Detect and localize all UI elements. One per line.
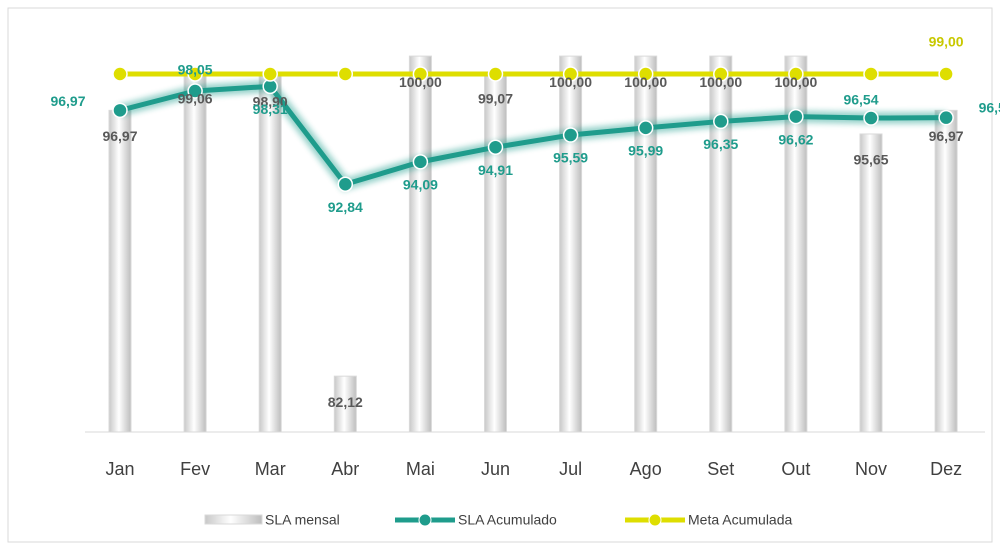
data-label: 98,90 bbox=[253, 93, 288, 109]
bar bbox=[408, 55, 432, 433]
data-label: 100,00 bbox=[774, 74, 817, 90]
marker bbox=[938, 66, 954, 82]
marker bbox=[713, 113, 729, 130]
legend-marker bbox=[418, 513, 432, 527]
data-label: 94,09 bbox=[403, 177, 438, 193]
marker bbox=[863, 66, 879, 82]
bar bbox=[559, 55, 583, 433]
marker bbox=[112, 66, 128, 82]
x-tick-label: Set bbox=[707, 459, 734, 479]
x-tick-label: Jan bbox=[105, 459, 134, 479]
x-tick-label: Jul bbox=[559, 459, 582, 479]
legend-marker bbox=[648, 513, 662, 527]
x-tick-label: Mar bbox=[255, 459, 286, 479]
marker bbox=[788, 66, 804, 82]
marker bbox=[262, 66, 278, 82]
data-label: 100,00 bbox=[624, 74, 667, 90]
bar bbox=[709, 55, 733, 433]
data-label: 99,00 bbox=[929, 34, 964, 50]
legend-label: SLA mensal bbox=[265, 512, 340, 528]
x-tick-label: Fev bbox=[180, 459, 210, 479]
data-label: 95,59 bbox=[553, 150, 588, 166]
data-label: 96,97 bbox=[929, 128, 964, 144]
x-tick-label: Jun bbox=[481, 459, 510, 479]
marker bbox=[337, 66, 354, 82]
data-label: 99,06 bbox=[178, 91, 213, 107]
legend-item: SLA Acumulado bbox=[395, 512, 557, 528]
x-tick-label: Out bbox=[781, 459, 810, 479]
data-label: 96,62 bbox=[778, 131, 813, 147]
x-tick-label: Ago bbox=[630, 459, 662, 479]
line bbox=[119, 83, 947, 187]
legend-item: SLA mensal bbox=[204, 512, 340, 528]
data-label: 99,07 bbox=[478, 90, 513, 106]
marker bbox=[637, 120, 654, 136]
bar bbox=[333, 375, 357, 433]
marker bbox=[713, 66, 729, 82]
bar bbox=[258, 75, 282, 433]
data-label: 96,97 bbox=[50, 93, 85, 109]
marker bbox=[562, 66, 579, 82]
bar bbox=[108, 109, 132, 433]
marker bbox=[487, 66, 504, 82]
bar bbox=[183, 72, 207, 433]
x-tick-label: Abr bbox=[331, 459, 359, 479]
data-label: 94,91 bbox=[478, 162, 513, 178]
legend-swatch bbox=[204, 514, 263, 525]
data-label: 98,31 bbox=[253, 101, 288, 117]
marker bbox=[412, 154, 429, 170]
marker bbox=[863, 110, 879, 126]
marker bbox=[337, 176, 354, 193]
data-label: 100,00 bbox=[699, 74, 742, 90]
bar bbox=[784, 55, 808, 433]
marker bbox=[788, 108, 804, 125]
marker bbox=[412, 66, 429, 82]
marker bbox=[187, 66, 203, 82]
data-label: 96,97 bbox=[102, 128, 137, 144]
marker bbox=[487, 139, 504, 155]
x-tick-label: Mai bbox=[406, 459, 435, 479]
bar bbox=[634, 55, 658, 433]
data-label: 82,12 bbox=[328, 394, 363, 410]
marker bbox=[562, 127, 579, 143]
x-tick-label: Dez bbox=[930, 459, 962, 479]
marker bbox=[637, 66, 654, 82]
data-label: 95,99 bbox=[628, 143, 663, 159]
data-label: 96,56 bbox=[979, 99, 1000, 115]
marker bbox=[112, 102, 128, 119]
legend-label: SLA Acumulado bbox=[458, 512, 557, 528]
marker bbox=[938, 109, 954, 126]
x-tick-label: Nov bbox=[855, 459, 887, 479]
data-label: 96,35 bbox=[703, 136, 738, 152]
data-label: 95,65 bbox=[853, 152, 888, 168]
bar bbox=[859, 133, 883, 433]
bar bbox=[934, 109, 958, 433]
legend-item: Meta Acumulada bbox=[625, 512, 792, 528]
legend-label: Meta Acumulada bbox=[688, 512, 792, 528]
bar bbox=[484, 72, 507, 433]
data-label: 100,00 bbox=[399, 74, 442, 90]
data-label: 96,54 bbox=[843, 92, 878, 108]
marker bbox=[187, 83, 203, 99]
data-label: 100,00 bbox=[549, 74, 592, 90]
data-label: 98,05 bbox=[178, 62, 213, 78]
data-label: 92,84 bbox=[328, 199, 363, 215]
